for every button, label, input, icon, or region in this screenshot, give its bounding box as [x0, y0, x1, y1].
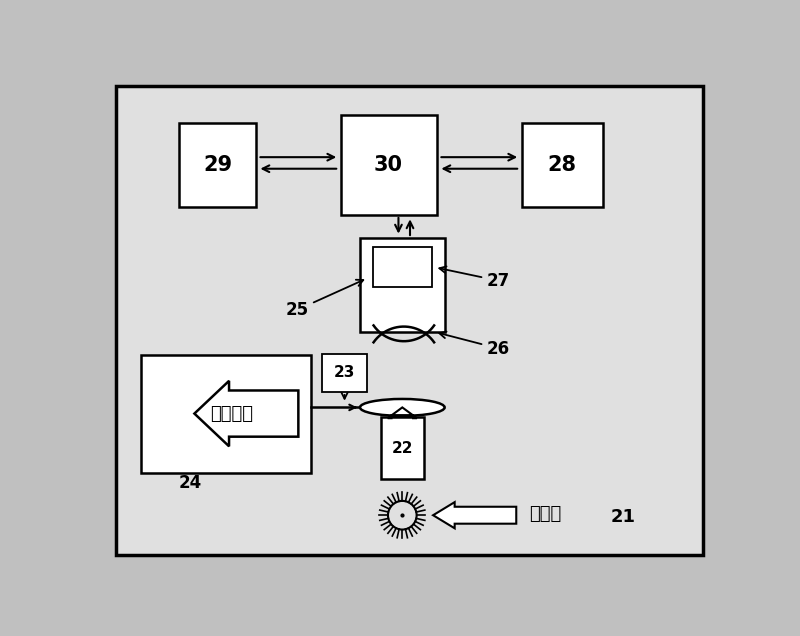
Text: 25: 25: [286, 280, 363, 319]
Text: 22: 22: [391, 441, 413, 456]
Bar: [360, 238, 445, 332]
Bar: [141, 355, 311, 473]
Text: 29: 29: [203, 155, 232, 175]
Bar: [322, 354, 367, 392]
Text: 30: 30: [374, 155, 403, 175]
FancyArrow shape: [194, 381, 298, 446]
Text: 27: 27: [439, 266, 510, 290]
Text: 汽车方向: 汽车方向: [210, 404, 253, 422]
Text: 辐射源: 辐射源: [530, 506, 562, 523]
Text: 26: 26: [439, 331, 510, 357]
Bar: [179, 123, 256, 207]
Text: 21: 21: [610, 508, 635, 526]
Text: 23: 23: [334, 365, 355, 380]
Ellipse shape: [360, 399, 445, 416]
FancyArrow shape: [433, 502, 516, 529]
Text: 24: 24: [179, 474, 202, 492]
Text: 28: 28: [547, 155, 576, 175]
Bar: [373, 247, 432, 287]
Bar: [341, 115, 437, 215]
Bar: [522, 123, 602, 207]
FancyArrow shape: [388, 408, 417, 418]
Bar: [381, 417, 424, 479]
